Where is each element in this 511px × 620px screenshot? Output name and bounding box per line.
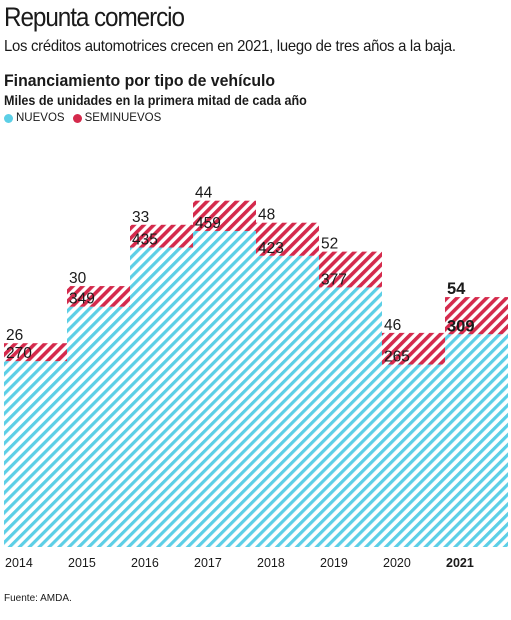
- bar-nuevos-2020: [382, 364, 445, 547]
- value-label-seminuevos-2021: 54: [447, 280, 466, 298]
- source-note: Fuente: AMDA.: [4, 593, 72, 604]
- chart-title: Financiamiento por tipo de vehículo: [4, 72, 276, 90]
- value-label-nuevos-2017: 459: [195, 215, 221, 232]
- bar-seminuevos-2021: [445, 297, 508, 335]
- value-label-nuevos-2014: 270: [6, 345, 32, 362]
- x-tick-2020: 2020: [383, 556, 411, 570]
- x-tick-2014: 2014: [5, 556, 33, 570]
- value-label-nuevos-2018: 423: [258, 240, 284, 257]
- x-tick-2021: 2021: [446, 556, 474, 570]
- bar-seminuevos-2018: [256, 222, 319, 256]
- value-label-seminuevos-2019: 52: [321, 236, 338, 253]
- value-label-seminuevos-2015: 30: [69, 270, 87, 287]
- value-label-nuevos-2019: 377: [321, 271, 347, 288]
- legend-item-nuevos: NUEVOS: [4, 112, 65, 124]
- subheadline: Los créditos automotrices crecen en 2021…: [4, 38, 456, 55]
- bar-nuevos-2018: [256, 255, 319, 547]
- value-label-seminuevos-2017: 44: [195, 185, 213, 202]
- headline: Repunta comercio: [4, 2, 185, 32]
- bar-seminuevos-2016: [130, 224, 193, 248]
- legend-dot-nuevos: [4, 113, 13, 123]
- bar-nuevos-2015: [67, 306, 130, 547]
- bar-nuevos-2021: [445, 334, 508, 547]
- value-label-seminuevos-2016: 33: [132, 209, 149, 226]
- value-label-seminuevos-2014: 26: [6, 327, 23, 344]
- value-label-nuevos-2016: 435: [132, 232, 158, 249]
- legend-dot-seminuevos: [72, 113, 82, 123]
- bar-nuevos-2017: [193, 230, 256, 547]
- x-tick-2015: 2015: [68, 556, 96, 570]
- bar-nuevos-2014: [4, 361, 67, 547]
- legend: NUEVOS SEMINUEVOS: [4, 112, 161, 124]
- x-tick-2016: 2016: [131, 556, 159, 570]
- legend-label-seminuevos: SEMINUEVOS: [84, 112, 162, 124]
- bar-seminuevos-2014: [4, 343, 67, 362]
- chart-subtitle: Miles de unidades en la primera mitad de…: [4, 93, 307, 108]
- x-tick-2017: 2017: [194, 556, 222, 570]
- bar-seminuevos-2020: [382, 332, 445, 365]
- value-label-nuevos-2020: 265: [384, 349, 410, 366]
- bar-seminuevos-2017: [193, 200, 256, 231]
- bar-nuevos-2016: [130, 247, 193, 547]
- value-label-nuevos-2015: 349: [69, 291, 95, 308]
- value-label-nuevos-2021: 309: [447, 317, 475, 335]
- value-label-seminuevos-2020: 46: [384, 317, 401, 334]
- x-tick-2019: 2019: [320, 556, 348, 570]
- legend-label-nuevos: NUEVOS: [16, 112, 65, 124]
- legend-item-seminuevos: SEMINUEVOS: [72, 112, 162, 124]
- bar-seminuevos-2019: [319, 251, 382, 288]
- value-label-seminuevos-2018: 48: [258, 207, 275, 224]
- x-tick-2018: 2018: [257, 556, 285, 570]
- bar-nuevos-2019: [319, 287, 382, 547]
- bar-seminuevos-2015: [67, 286, 130, 307]
